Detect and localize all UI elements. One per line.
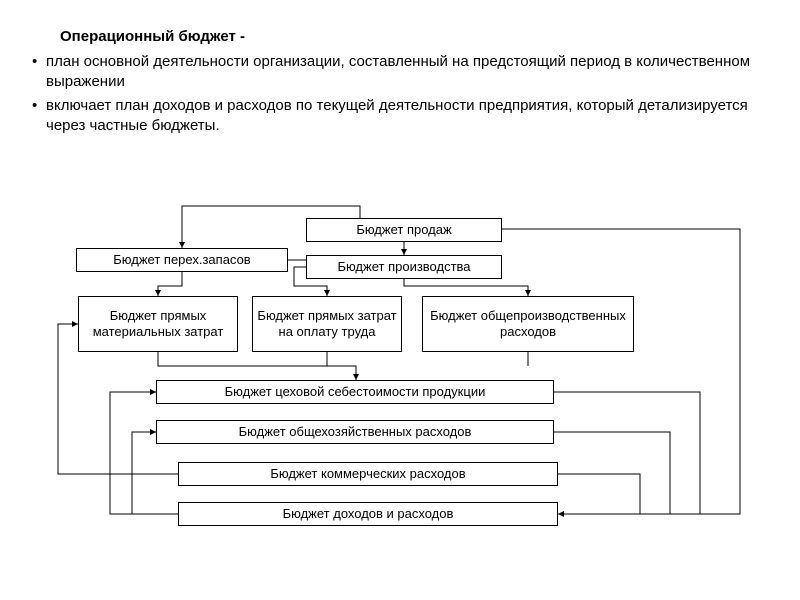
node-materials: Бюджет прямых материальных затрат [78, 296, 238, 352]
page-title: Операционный бюджет - [60, 28, 245, 45]
node-commercial: Бюджет коммерческих расходов [178, 462, 558, 486]
bullet-1: план основной деятельности организации, … [46, 52, 756, 91]
bullet-2: включает план доходов и расходов по теку… [46, 96, 766, 135]
node-production: Бюджет производства [306, 255, 502, 279]
node-overhead: Бюджет общепроизводственных расходов [422, 296, 634, 352]
node-workshop: Бюджет цеховой себестоимости продукции [156, 380, 554, 404]
node-labor: Бюджет прямых затрат на оплату труда [252, 296, 402, 352]
node-income-exp: Бюджет доходов и расходов [178, 502, 558, 526]
node-general: Бюджет общехозяйственных расходов [156, 420, 554, 444]
node-carryover: Бюджет перех.запасов [76, 248, 288, 272]
node-sales: Бюджет продаж [306, 218, 502, 242]
